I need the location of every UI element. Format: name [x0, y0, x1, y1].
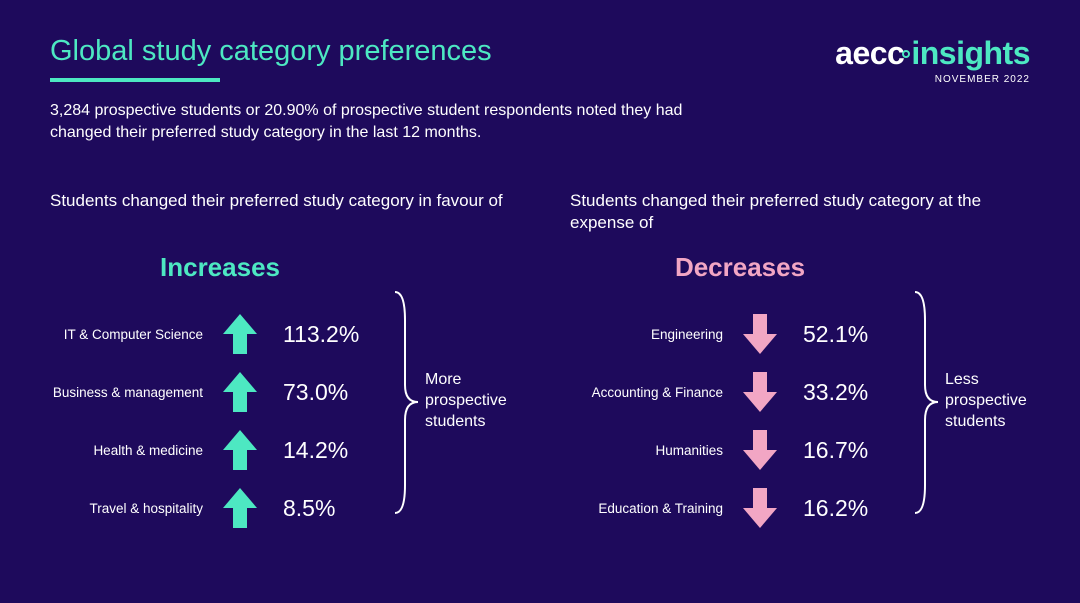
- row-label: Business & management: [50, 385, 215, 400]
- row-value: 52.1%: [785, 321, 895, 348]
- row-label: Humanities: [570, 443, 735, 458]
- arrow-down-icon: [735, 428, 785, 472]
- row-label: IT & Computer Science: [50, 327, 215, 342]
- logo: aeccinsights NOVEMBER 2022: [835, 35, 1030, 85]
- increases-subtitle: Students changed their preferred study c…: [50, 190, 510, 234]
- title-underline: [50, 78, 220, 82]
- columns: Students changed their preferred study c…: [50, 190, 1030, 537]
- page-title: Global study category preferences: [50, 35, 700, 68]
- logo-brand: aecc: [835, 35, 904, 71]
- row-value: 33.2%: [785, 379, 895, 406]
- logo-suffix: insights: [911, 35, 1030, 71]
- brace-icon: [390, 290, 420, 515]
- row-value: 73.0%: [265, 379, 375, 406]
- logo-dot-icon: [902, 50, 910, 58]
- row-value: 16.2%: [785, 495, 895, 522]
- decreases-subtitle: Students changed their preferred study c…: [570, 190, 1030, 234]
- row-value: 14.2%: [265, 437, 375, 464]
- decrease-row: Education & Training 16.2%: [570, 479, 1030, 537]
- row-label: Accounting & Finance: [570, 385, 735, 400]
- row-value: 8.5%: [265, 495, 375, 522]
- arrow-up-icon: [215, 312, 265, 356]
- arrow-down-icon: [735, 486, 785, 530]
- arrow-up-icon: [215, 370, 265, 414]
- title-block: Global study category preferences 3,284 …: [50, 35, 700, 143]
- increase-row: IT & Computer Science 113.2%: [50, 305, 510, 363]
- decreases-heading: Decreases: [570, 252, 910, 283]
- increase-row: Travel & hospitality 8.5%: [50, 479, 510, 537]
- logo-date: NOVEMBER 2022: [835, 74, 1030, 85]
- brace-icon: [910, 290, 940, 515]
- decrease-row: Engineering 52.1%: [570, 305, 1030, 363]
- increases-heading: Increases: [50, 252, 390, 283]
- page-subtitle: 3,284 prospective students or 20.90% of …: [50, 100, 700, 143]
- arrow-up-icon: [215, 486, 265, 530]
- increases-column: Students changed their preferred study c…: [50, 190, 510, 537]
- arrow-down-icon: [735, 370, 785, 414]
- row-value: 16.7%: [785, 437, 895, 464]
- decreases-brace-label: Less prospective students: [945, 370, 1055, 432]
- row-value: 113.2%: [265, 321, 375, 348]
- logo-text: aeccinsights: [835, 35, 1030, 72]
- decreases-column: Students changed their preferred study c…: [570, 190, 1030, 537]
- row-label: Travel & hospitality: [50, 501, 215, 516]
- arrow-up-icon: [215, 428, 265, 472]
- row-label: Health & medicine: [50, 443, 215, 458]
- header: Global study category preferences 3,284 …: [50, 35, 1030, 143]
- row-label: Education & Training: [570, 501, 735, 516]
- arrow-down-icon: [735, 312, 785, 356]
- row-label: Engineering: [570, 327, 735, 342]
- increases-brace-label: More prospective students: [425, 370, 535, 432]
